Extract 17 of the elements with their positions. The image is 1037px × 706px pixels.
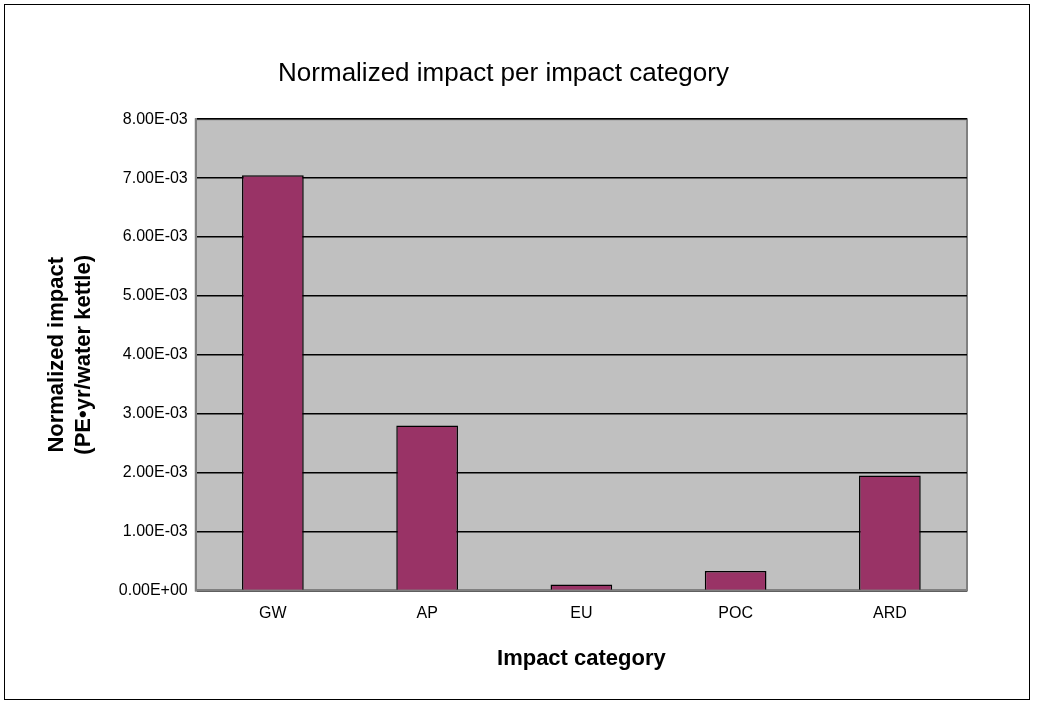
y-tick-label: 5.00E-03 bbox=[122, 286, 188, 304]
y-tick-label: 4.00E-03 bbox=[122, 345, 188, 363]
y-tick-label: 0.00E+00 bbox=[118, 580, 188, 598]
x-tick-label: POC bbox=[718, 604, 753, 622]
y-axis-title: Normalized impact (PE•yr/water kettle) bbox=[43, 254, 95, 455]
x-tick-label: EU bbox=[570, 604, 593, 622]
y-tick-label: 2.00E-03 bbox=[122, 463, 188, 481]
x-axis-title: Impact category bbox=[497, 644, 667, 670]
x-tick-label: ARD bbox=[872, 604, 907, 622]
x-tick-label: GW bbox=[259, 604, 288, 622]
y-tick-label: 3.00E-03 bbox=[122, 404, 188, 422]
y-tick-label: 8.00E-03 bbox=[122, 109, 188, 127]
x-tick-label: AP bbox=[416, 604, 438, 622]
y-tick-label: 6.00E-03 bbox=[122, 227, 188, 245]
chart-title: Normalized impact per impact category bbox=[278, 56, 729, 87]
y-tick-label: 7.00E-03 bbox=[122, 168, 188, 186]
y-tick-label: 1.00E-03 bbox=[122, 521, 188, 539]
